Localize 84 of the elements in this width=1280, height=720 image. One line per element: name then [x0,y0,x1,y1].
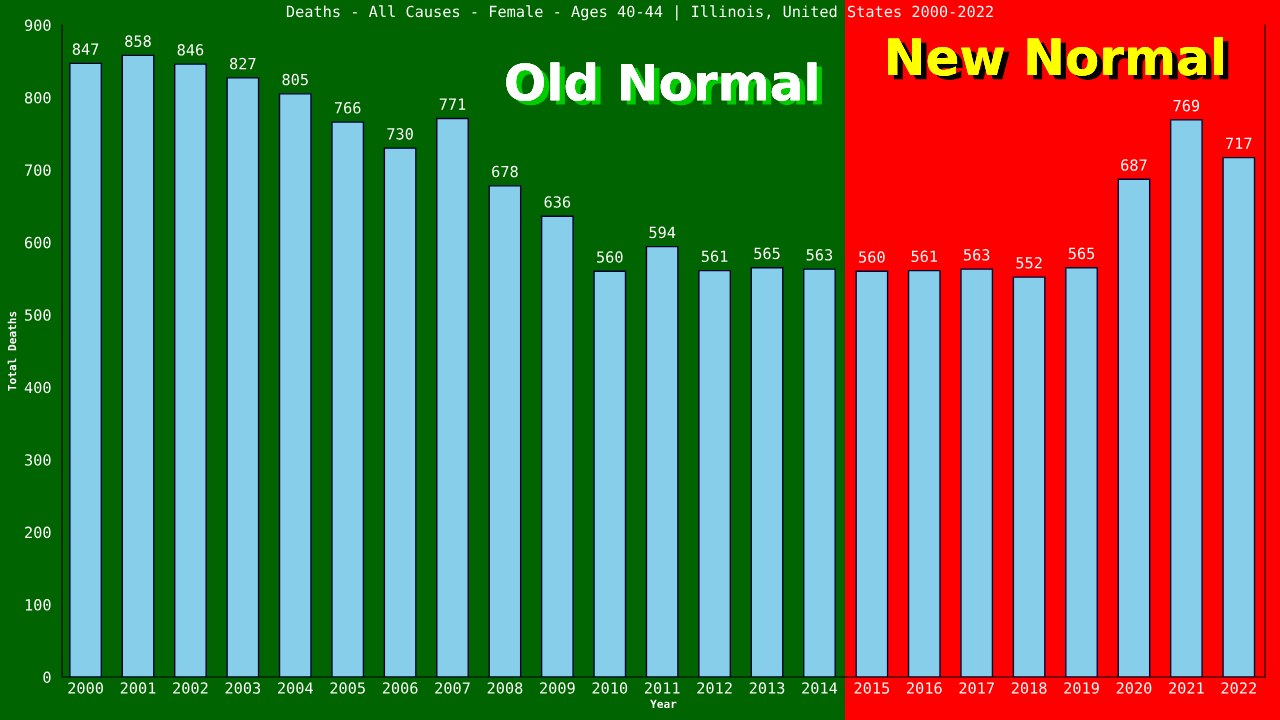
x-tick-label: 2019 [1064,682,1099,694]
x-tick-label: 2010 [592,682,628,694]
x-tick-label: 2003 [225,682,261,694]
x-tick-label: 2001 [120,682,156,694]
data-label: 565 [1068,247,1095,260]
data-label: 847 [72,43,99,55]
x-tick-label: 2011 [644,682,680,694]
y-tick-label: 800 [24,91,51,104]
data-label: 846 [177,44,204,56]
y-tick-label: 700 [25,164,51,176]
x-tick-label: 2007 [435,682,470,694]
y-tick-label: 500 [25,309,51,321]
bar [331,121,365,677]
data-label: 769 [1173,99,1200,112]
bar [803,268,836,677]
y-tick-label: 300 [25,454,51,466]
y-tick-label: 400 [24,381,51,394]
bar [488,185,522,677]
bar [593,270,627,677]
y-tick-label: 600 [24,236,51,249]
x-tick-label: 2015 [854,682,890,694]
data-label: 730 [387,128,413,140]
x-tick-label: 2017 [959,682,994,694]
bar [1222,156,1256,677]
x-tick-label: 2016 [907,682,942,694]
bar [174,63,207,677]
data-label: 560 [859,251,885,263]
x-tick-label: 2004 [278,682,313,694]
bar [226,77,260,677]
data-label: 771 [439,98,466,110]
x-tick-label: 2006 [382,682,418,694]
x-tick-label: 2005 [330,682,365,694]
data-label: 827 [230,57,256,70]
bar [855,270,889,677]
bar [960,268,994,677]
bar [540,215,574,677]
data-label: 805 [282,73,308,86]
data-label: 560 [597,251,623,263]
x-tick-label: 2020 [1116,682,1152,694]
bar [278,93,312,677]
data-label: 687 [1121,159,1147,171]
bar [645,245,679,677]
bar [907,269,941,677]
bar [383,147,417,677]
y-axis-title: Total Deaths [7,311,17,391]
x-tick-label: 2014 [802,682,838,694]
x-tick-label: 2021 [1169,682,1204,694]
annotation: Old Normal [506,62,822,106]
y-tick-label: 100 [25,599,51,611]
data-label: 678 [492,165,518,178]
data-label: 561 [911,250,938,263]
y-tick-label: 200 [25,526,51,539]
data-label: 563 [806,249,833,261]
data-label: 594 [649,226,676,239]
annotation: New Normal [888,37,1229,80]
x-tick-label: 2022 [1221,682,1256,694]
bar [750,266,784,677]
data-label: 552 [1016,257,1042,269]
bar [121,54,155,677]
data-label: 766 [334,102,361,114]
data-label: 636 [544,196,571,208]
x-tick-label: 2018 [1011,682,1047,694]
bar [698,269,732,677]
x-tick-label: 2002 [173,682,208,694]
bar [1012,276,1046,677]
bar [1117,178,1151,677]
bar [1169,119,1203,677]
data-label: 717 [1226,137,1252,149]
x-tick-label: 2013 [749,682,785,694]
bar [69,62,103,677]
data-label: 563 [963,249,990,261]
y-tick-label: 0 [43,671,51,684]
data-label: 561 [701,250,728,263]
chart-title: Deaths - All Causes - Female - Ages 40-44 | Illinois, United States 2000-2022 [286,5,993,21]
x-tick-label: 2009 [540,682,575,694]
bar [1065,266,1098,677]
x-tick-label: 2008 [487,682,523,694]
x-axis-title: Year [650,699,677,709]
bar [436,117,469,677]
x-tick-label: 2012 [697,682,732,694]
data-label: 565 [754,247,780,260]
data-label: 858 [125,35,151,47]
x-tick-label: 2000 [68,682,103,694]
y-tick-label: 900 [24,19,51,32]
